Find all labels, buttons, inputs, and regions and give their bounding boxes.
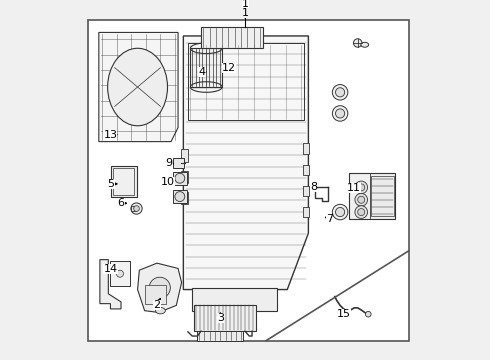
Ellipse shape: [108, 48, 168, 126]
Bar: [303, 143, 310, 154]
Circle shape: [336, 207, 344, 217]
Bar: [173, 172, 187, 185]
Bar: [191, 48, 222, 87]
Text: 5: 5: [108, 179, 115, 189]
Circle shape: [336, 88, 344, 97]
Circle shape: [332, 106, 348, 121]
Bar: [201, 27, 263, 48]
Circle shape: [355, 193, 368, 206]
Text: 7: 7: [326, 214, 333, 224]
Circle shape: [366, 311, 371, 317]
Text: 1: 1: [242, 8, 248, 18]
Text: 13: 13: [103, 130, 118, 140]
Circle shape: [175, 192, 185, 202]
Circle shape: [353, 39, 362, 47]
Circle shape: [175, 173, 185, 183]
Circle shape: [131, 203, 142, 214]
Circle shape: [134, 206, 139, 211]
Circle shape: [355, 181, 368, 194]
Text: 10: 10: [161, 177, 174, 187]
Circle shape: [358, 208, 365, 216]
Text: 1: 1: [242, 0, 248, 9]
Bar: [181, 149, 188, 162]
Text: 4: 4: [198, 67, 206, 77]
Text: 2: 2: [153, 300, 161, 310]
Bar: [111, 166, 137, 197]
Circle shape: [358, 184, 365, 191]
Bar: [173, 158, 184, 168]
Bar: [303, 186, 310, 196]
Polygon shape: [138, 263, 182, 312]
Circle shape: [355, 206, 368, 219]
Bar: [131, 206, 136, 211]
Circle shape: [358, 196, 365, 203]
Bar: [349, 173, 395, 219]
Bar: [173, 190, 187, 203]
Bar: [181, 192, 188, 204]
Circle shape: [117, 270, 123, 277]
Text: 14: 14: [103, 264, 118, 274]
Circle shape: [336, 109, 344, 118]
Polygon shape: [99, 32, 178, 141]
Text: 12: 12: [222, 63, 236, 73]
Circle shape: [332, 85, 348, 100]
Bar: [188, 43, 304, 121]
Text: 8: 8: [310, 183, 317, 192]
Bar: [113, 168, 134, 195]
Bar: [181, 171, 188, 183]
Bar: [192, 288, 277, 311]
Text: 11: 11: [347, 183, 361, 193]
Bar: [197, 331, 243, 341]
Bar: [145, 285, 166, 304]
Bar: [303, 207, 310, 217]
Bar: [194, 305, 256, 331]
Bar: [303, 165, 310, 175]
Circle shape: [332, 204, 348, 220]
Text: 3: 3: [217, 314, 224, 323]
Ellipse shape: [155, 307, 166, 314]
Text: 9: 9: [166, 158, 173, 168]
Text: 15: 15: [337, 309, 351, 319]
Polygon shape: [100, 260, 121, 309]
Polygon shape: [183, 36, 308, 289]
Bar: [110, 261, 130, 286]
Bar: [169, 180, 173, 183]
Circle shape: [149, 277, 171, 298]
Ellipse shape: [361, 42, 368, 47]
Bar: [371, 176, 393, 216]
Text: 6: 6: [118, 198, 124, 208]
